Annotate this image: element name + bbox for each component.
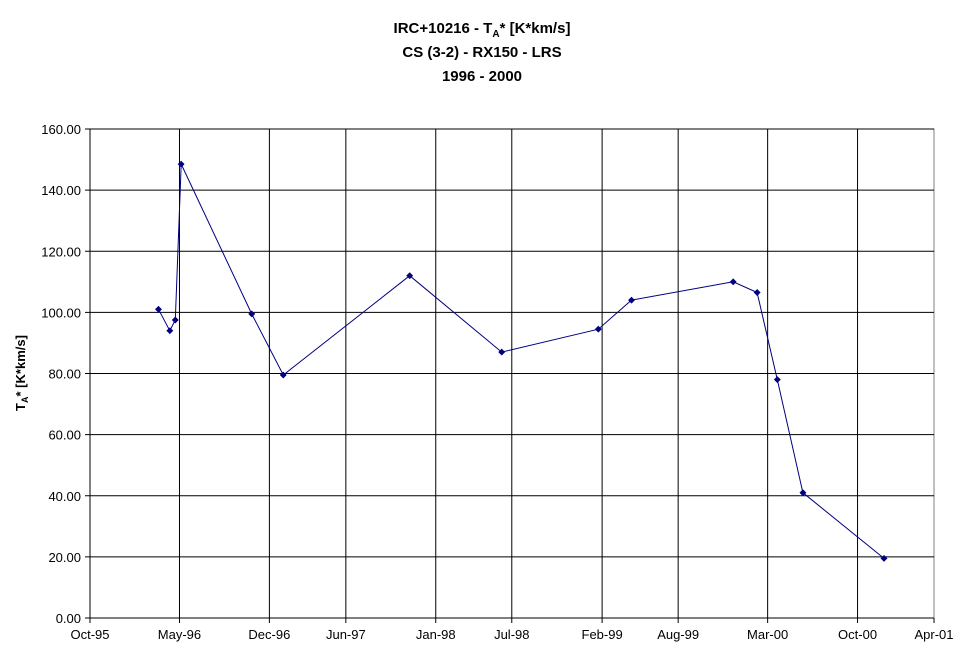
data-point-marker xyxy=(753,288,761,297)
data-point-marker xyxy=(498,348,506,356)
chart-title-line-2: CS (3-2) - RX150 - LRS xyxy=(402,44,561,61)
chart-title-line-3: 1996 - 2000 xyxy=(442,68,522,85)
x-tick-label: Aug-99 xyxy=(657,627,699,642)
data-point-marker xyxy=(406,272,414,280)
data-point-marker xyxy=(248,310,256,318)
y-axis-title-prefix: T xyxy=(13,403,28,411)
chart-title-line-1-prefix: IRC+10216 - T xyxy=(394,20,493,37)
data-point-marker xyxy=(171,316,179,324)
x-tick-label: May-96 xyxy=(158,627,201,642)
data-point-marker xyxy=(166,327,174,335)
x-tick-label: Jan-98 xyxy=(416,627,456,642)
axes xyxy=(85,128,935,623)
chart-title-line-1: IRC+10216 - TA* [K*km/s] xyxy=(394,20,571,40)
chart-title-line-1-subscript: A xyxy=(492,29,499,40)
x-tick-label: Oct-00 xyxy=(838,627,877,642)
x-tick-label: Jul-98 xyxy=(494,627,529,642)
x-tick-labels: Oct-95 May-96 Dec-96 Jun-97 Jan-98 Jul-98 Feb-… xyxy=(70,627,953,642)
data-point-marker xyxy=(594,325,602,333)
y-tick-label: 60.00 xyxy=(48,428,81,443)
x-tick-label: Mar-00 xyxy=(747,627,788,642)
y-axis-title-subscript: A xyxy=(20,396,30,403)
data-point-marker xyxy=(880,554,888,562)
series-layer xyxy=(154,160,888,562)
data-point-marker xyxy=(729,278,737,286)
y-tick-label: 120.00 xyxy=(41,244,81,259)
y-axis-title: TA* [K*km/s] xyxy=(13,335,30,411)
chart-title-line-1-suffix: * [K*km/s] xyxy=(500,20,571,37)
y-tick-label: 80.00 xyxy=(48,367,81,382)
y-tick-label: 100.00 xyxy=(41,305,81,320)
data-point-marker xyxy=(627,296,636,304)
data-point-marker xyxy=(279,371,287,379)
y-tick-label: 140.00 xyxy=(41,183,81,198)
y-tick-label: 0.00 xyxy=(56,611,81,626)
x-tick-label: Apr-01 xyxy=(914,627,953,642)
data-point-marker xyxy=(799,489,807,497)
x-tick-label: Feb-99 xyxy=(582,627,623,642)
data-point-marker xyxy=(177,160,185,168)
x-tick-label: Dec-96 xyxy=(248,627,290,642)
y-tick-labels: 0.00 20.00 40.00 60.00 80.00 100.00 120.00 140.… xyxy=(41,122,81,626)
chart-title: IRC+10216 - TA* [K*km/s] CS (3-2) - RX15… xyxy=(394,20,571,85)
data-point-marker xyxy=(154,305,163,313)
x-tick-label: Jun-97 xyxy=(326,627,366,642)
y-axis-title-suffix: * [K*km/s] xyxy=(13,335,28,396)
y-tick-label: 160.00 xyxy=(41,122,81,137)
x-tick-label: Oct-95 xyxy=(70,627,109,642)
y-tick-label: 20.00 xyxy=(48,550,81,565)
data-point-marker xyxy=(773,376,781,384)
y-tick-label: 40.00 xyxy=(48,489,81,504)
